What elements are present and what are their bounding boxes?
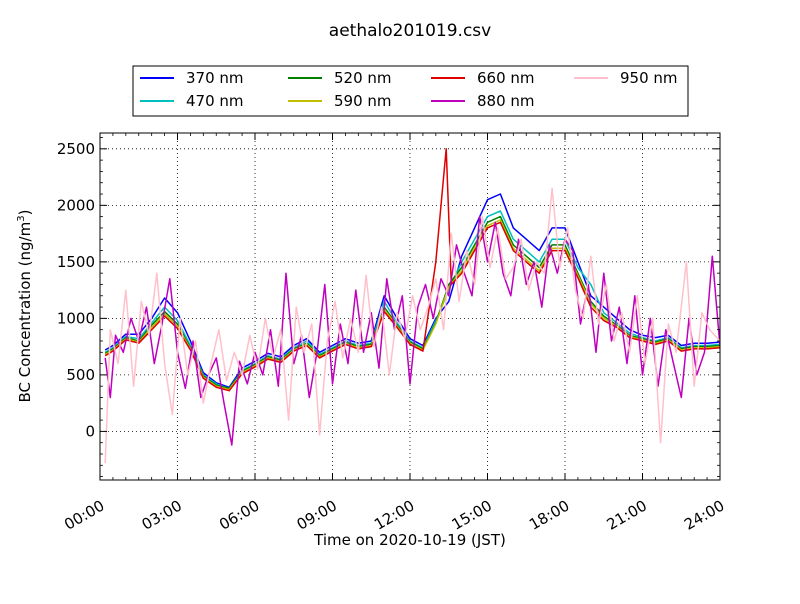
y-axis-label-tail: ) xyxy=(16,210,34,216)
x-tick-label: 00:00 xyxy=(61,497,107,534)
legend-label: 470 nm xyxy=(186,92,244,110)
series-layer xyxy=(104,148,720,464)
y-tick-label: 2000 xyxy=(57,196,95,214)
x-tick-label: 12:00 xyxy=(371,497,417,534)
y-axis-label-main: BC Concentration (ng/m xyxy=(16,222,34,403)
legend-entry-660-nm: 660 nm xyxy=(431,69,535,87)
legend-label: 590 nm xyxy=(334,92,392,110)
legend-label: 950 nm xyxy=(620,69,678,87)
x-tick-label: 06:00 xyxy=(216,497,262,534)
legend-entry-520-nm: 520 nm xyxy=(288,69,392,87)
legend-entry-470-nm: 470 nm xyxy=(140,92,244,110)
y-tick-label: 0 xyxy=(85,422,95,440)
legend-entry-950-nm: 950 nm xyxy=(574,69,678,87)
legend-label: 370 nm xyxy=(186,69,244,87)
legend-frame xyxy=(132,65,689,117)
y-tick-label: 1500 xyxy=(57,253,95,271)
y-tick-label: 500 xyxy=(66,366,95,384)
x-tick-label: 03:00 xyxy=(139,497,185,534)
x-tick-label: 09:00 xyxy=(294,497,340,534)
legend-label: 520 nm xyxy=(334,69,392,87)
x-tick-label: 15:00 xyxy=(449,497,495,534)
x-tick-label: 21:00 xyxy=(604,497,650,534)
y-axis-label-sup: 3 xyxy=(16,215,27,221)
y-tick-label: 1000 xyxy=(57,309,95,327)
legend-label: 660 nm xyxy=(477,69,535,87)
y-axis-label: BC Concentration (ng/m3) xyxy=(16,210,34,403)
legend-entry-370-nm: 370 nm xyxy=(140,69,244,87)
legend-entry-880-nm: 880 nm xyxy=(431,92,535,110)
x-tick-label: 18:00 xyxy=(526,497,572,534)
x-axis-label: Time on 2020-10-19 (JST) xyxy=(313,531,506,549)
series-line-880-nm xyxy=(104,215,720,446)
legend-entry-590-nm: 590 nm xyxy=(288,92,392,110)
y-tick-label: 2500 xyxy=(57,140,95,158)
chart-title: aethalo201019.csv xyxy=(329,21,491,41)
x-tick-label: 24:00 xyxy=(681,497,727,534)
series-line-950-nm xyxy=(104,187,720,464)
chart-legend: 370 nm 470 nm 520 nm 590 nm 660 nm 880 nm 950 … xyxy=(132,65,689,117)
legend-label: 880 nm xyxy=(477,92,535,110)
